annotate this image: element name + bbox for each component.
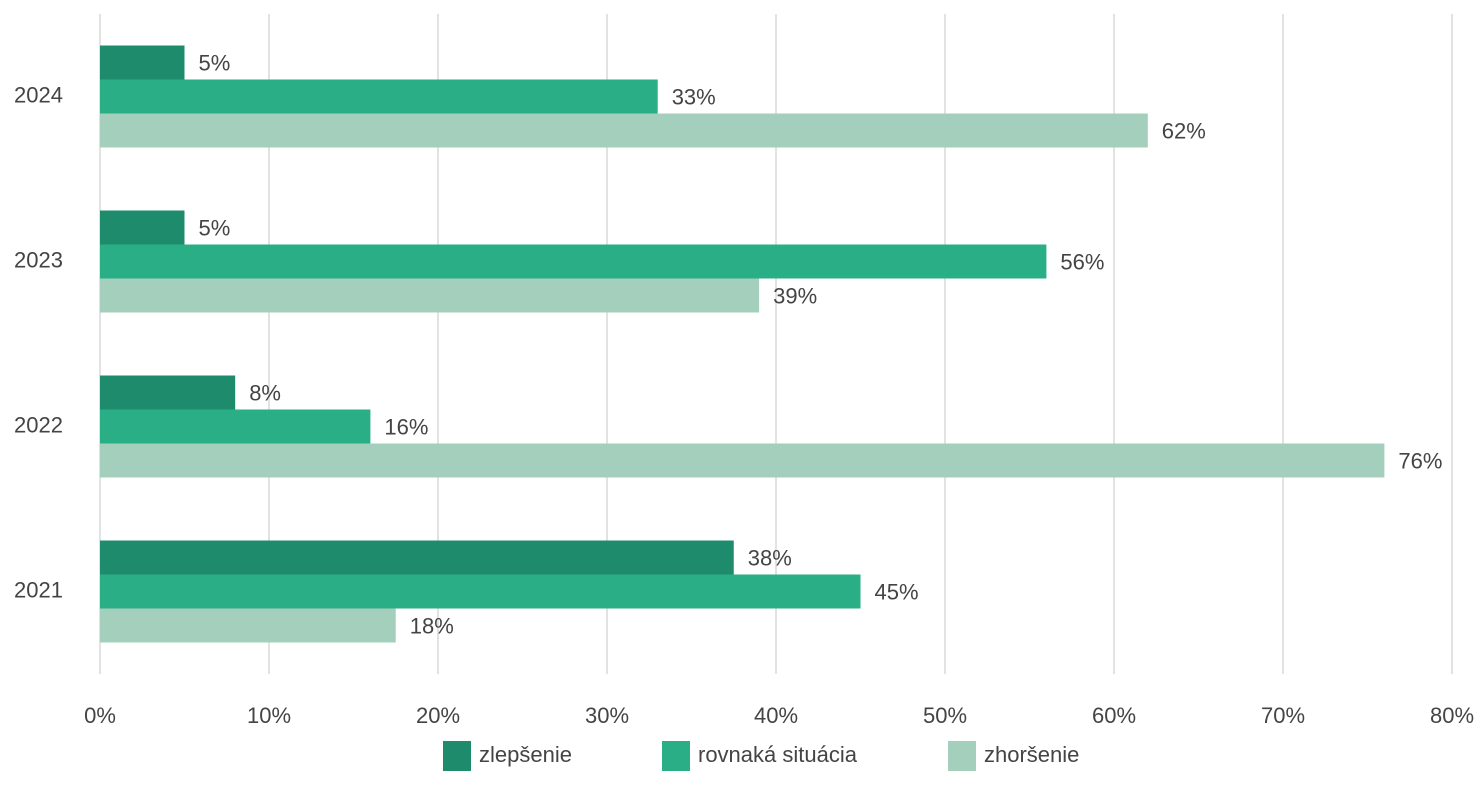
value-label: 16% xyxy=(384,414,428,439)
value-label: 62% xyxy=(1162,118,1206,143)
value-label: 39% xyxy=(773,283,817,308)
y-tick-label: 2023 xyxy=(14,247,63,272)
value-label: 56% xyxy=(1060,249,1104,274)
legend-label: zhoršenie xyxy=(984,742,1079,767)
bar xyxy=(100,113,1148,148)
value-label: 76% xyxy=(1398,448,1442,473)
bar xyxy=(100,574,861,609)
value-label: 8% xyxy=(249,380,281,405)
x-tick-label: 10% xyxy=(247,703,291,728)
value-label: 33% xyxy=(672,84,716,109)
legend-label: zlepšenie xyxy=(479,742,572,767)
x-tick-label: 30% xyxy=(585,703,629,728)
legend-swatch xyxy=(948,741,976,771)
x-tick-label: 70% xyxy=(1261,703,1305,728)
y-tick-label: 2022 xyxy=(14,412,63,437)
bar xyxy=(100,210,185,245)
y-tick-label: 2024 xyxy=(14,82,63,107)
y-tick-label: 2021 xyxy=(14,577,63,602)
bar xyxy=(100,443,1385,478)
value-label: 38% xyxy=(748,545,792,570)
legend-label: rovnaká situácia xyxy=(698,742,858,767)
bar xyxy=(100,409,371,444)
bar xyxy=(100,540,734,575)
bar xyxy=(100,375,236,410)
bar xyxy=(100,278,760,313)
bar xyxy=(100,79,658,114)
x-tick-label: 20% xyxy=(416,703,460,728)
value-label: 18% xyxy=(410,613,454,638)
x-tick-label: 50% xyxy=(923,703,967,728)
value-label: 5% xyxy=(199,50,231,75)
bar xyxy=(100,45,185,80)
bar xyxy=(100,608,396,643)
x-tick-label: 40% xyxy=(754,703,798,728)
bar xyxy=(100,244,1047,279)
value-label: 45% xyxy=(875,579,919,604)
x-tick-label: 60% xyxy=(1092,703,1136,728)
value-label: 5% xyxy=(199,215,231,240)
legend-swatch xyxy=(662,741,690,771)
x-tick-label: 0% xyxy=(84,703,116,728)
legend-swatch xyxy=(443,741,471,771)
x-tick-label: 80% xyxy=(1430,703,1474,728)
